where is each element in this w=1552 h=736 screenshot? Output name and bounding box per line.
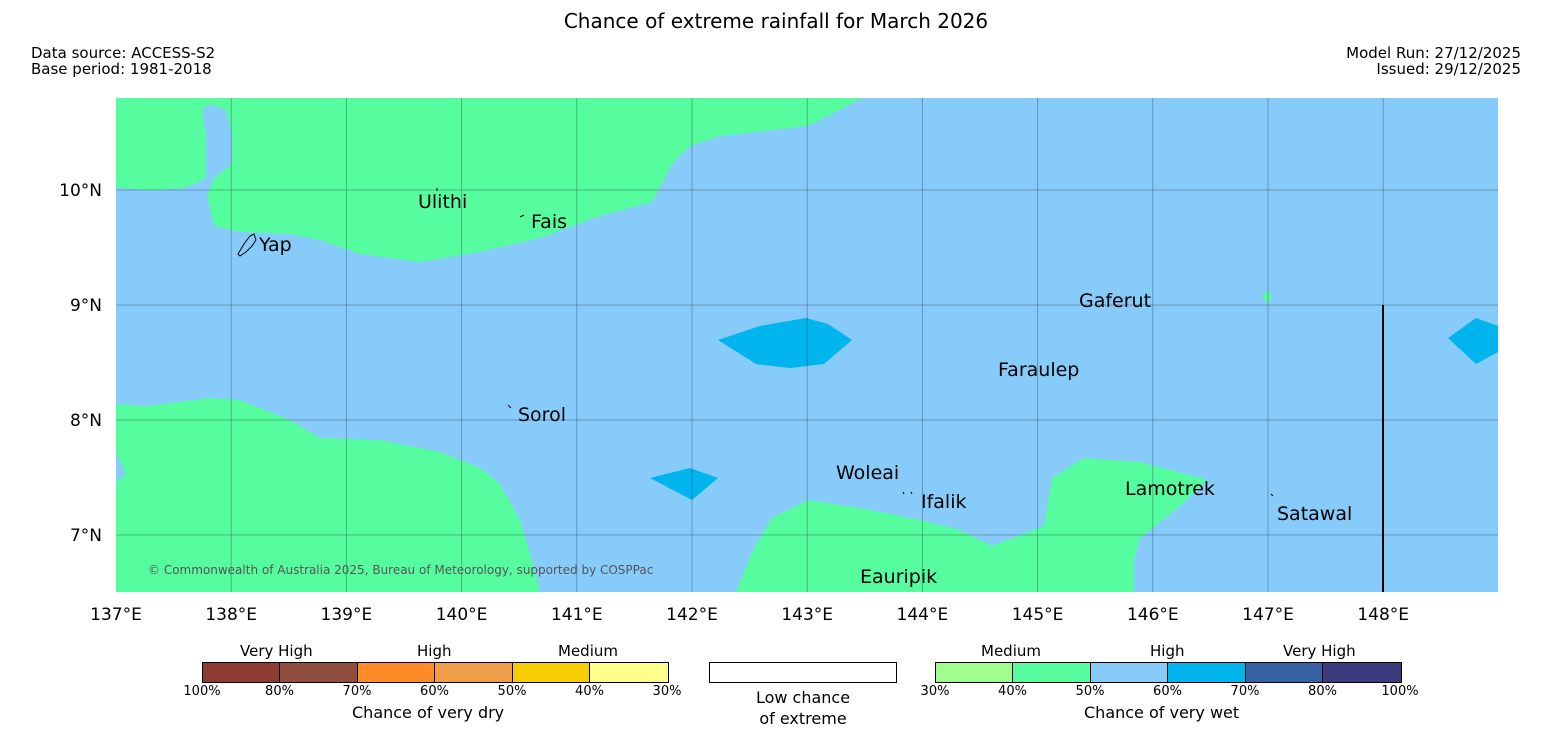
wet-category-very-high: Very High: [1283, 642, 1356, 660]
place-satawal: Satawal: [1277, 503, 1352, 525]
neutral-label-1: Low chance: [755, 688, 851, 707]
place-eauripik: Eauripik: [860, 566, 937, 588]
dry-swatch-50-60: [435, 663, 513, 682]
x-tick-label: 141°E: [551, 605, 603, 625]
place-woleai: Woleai: [836, 462, 899, 484]
x-tick-label: 146°E: [1127, 605, 1179, 625]
model-run: Model Run: 27/12/2025: [1346, 44, 1521, 62]
x-tick-label: 138°E: [205, 605, 257, 625]
meta-left: Data source: ACCESS-S2 Base period: 1981…: [31, 45, 215, 77]
legend-tick-label: 100%: [1381, 684, 1419, 699]
legend-tick-label: 70%: [1230, 684, 1260, 699]
legend-tick-label: 50%: [497, 684, 527, 699]
place-lamotrek: Lamotrek: [1125, 478, 1215, 500]
x-tick-label: 143°E: [781, 605, 833, 625]
wet-category-medium: Medium: [981, 642, 1041, 660]
place-faraulep: Faraulep: [998, 359, 1079, 381]
x-tick-label: 144°E: [897, 605, 949, 625]
data-source: Data source: ACCESS-S2: [31, 44, 216, 62]
copyright-notice: © Commonwealth of Australia 2025, Bureau…: [148, 563, 653, 577]
region-70-east: [1448, 318, 1498, 364]
dry-label: Chance of very dry: [352, 703, 505, 722]
wet-category-high: High: [1150, 642, 1185, 660]
region-70-small: [650, 468, 718, 500]
chart-title: Chance of extreme rainfall for March 202…: [563, 9, 989, 33]
y-tick-label: 7°N: [70, 526, 102, 546]
dry-colorbar: [202, 662, 669, 683]
grid: [116, 98, 1498, 592]
legend-tick-label: 80%: [265, 684, 294, 699]
x-tick-label: 142°E: [666, 605, 718, 625]
fais-island-icon: [519, 214, 525, 218]
region-40-north: [116, 98, 862, 262]
wet-colorbar: [935, 662, 1402, 683]
place-ulithi: Ulithi: [418, 191, 467, 213]
sorol-island-icon: [507, 404, 512, 409]
x-tick-label: 139°E: [321, 605, 373, 625]
region-40-southwest: [116, 398, 540, 592]
y-tick-label: 10°N: [59, 181, 102, 201]
wet-swatch-30-40: [936, 663, 1014, 682]
place-ifalik: Ifalik: [921, 491, 967, 513]
wet-label: Chance of very wet: [1084, 703, 1240, 722]
region-40-spot: [1262, 291, 1272, 303]
legend-tick-label: 80%: [1308, 684, 1337, 699]
legend-tick-label: 40%: [575, 684, 604, 699]
dry-swatch-40-50: [512, 663, 591, 682]
map-area: Ulithi Fais Yap Gaferut Faraulep Sorol W…: [116, 98, 1498, 592]
wet-swatch-40-50: [1013, 663, 1091, 682]
place-gaferut: Gaferut: [1079, 290, 1151, 312]
legend-tick-label: 50%: [1075, 684, 1105, 699]
neutral-label-2: of extreme: [759, 709, 847, 728]
y-tick-label: 8°N: [70, 411, 102, 431]
wet-swatch-80-100: [1323, 663, 1401, 682]
neutral-swatch: [709, 662, 897, 683]
place-sorol: Sorol: [518, 404, 566, 426]
wet-swatch-70-80: [1245, 663, 1324, 682]
wet-swatch-60-70: [1168, 663, 1246, 682]
legend-tick-label: 30%: [920, 684, 950, 699]
x-tick-label: 145°E: [1012, 605, 1064, 625]
x-tick-label: 137°E: [90, 605, 142, 625]
dry-swatch-30-40: [590, 663, 668, 682]
ifalik-island-icon: [902, 491, 913, 495]
issued-date: Issued: 29/12/2025: [1376, 60, 1521, 78]
legend-tick-label: 100%: [183, 684, 221, 699]
wet-swatch-50-60: [1090, 663, 1169, 682]
place-yap: Yap: [258, 234, 292, 256]
meta-right: Model Run: 27/12/2025 Issued: 29/12/2025: [1346, 45, 1521, 77]
x-tick-label: 148°E: [1357, 605, 1409, 625]
satawal-island-icon: [1270, 493, 1274, 497]
dry-category-high: High: [417, 642, 452, 660]
x-axis: 137°E 138°E 139°E 140°E 141°E 142°E 143°E 144°E…: [90, 605, 1409, 625]
rainfall-map: Ulithi Fais Yap Gaferut Faraulep Sorol W…: [59, 98, 1498, 625]
yap-island-icon: [237, 233, 257, 257]
x-tick-label: 147°E: [1242, 605, 1294, 625]
dry-category-medium: Medium: [558, 642, 618, 660]
region-70-center: [718, 318, 852, 368]
legend-tick-label: 40%: [998, 684, 1027, 699]
legend-tick-label: 60%: [420, 684, 449, 699]
x-tick-label: 140°E: [436, 605, 488, 625]
dry-swatch-70-80: [280, 663, 358, 682]
dry-swatch-60-70: [357, 663, 436, 682]
y-axis: 10°N 9°N 8°N 7°N: [59, 181, 102, 546]
place-fais: Fais: [531, 211, 567, 233]
legend-tick-label: 60%: [1153, 684, 1182, 699]
y-tick-label: 9°N: [70, 296, 102, 316]
legend-tick-label: 70%: [342, 684, 372, 699]
region-40-south: [736, 458, 1208, 592]
base-period: Base period: 1981-2018: [31, 60, 212, 78]
dry-category-very-high: Very High: [240, 642, 313, 660]
legend-tick-label: 30%: [652, 684, 682, 699]
dry-swatch-80-100: [203, 663, 281, 682]
